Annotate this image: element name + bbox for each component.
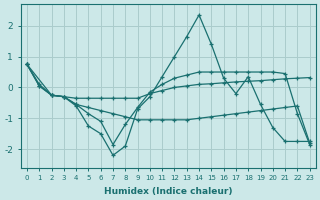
X-axis label: Humidex (Indice chaleur): Humidex (Indice chaleur) — [104, 187, 233, 196]
